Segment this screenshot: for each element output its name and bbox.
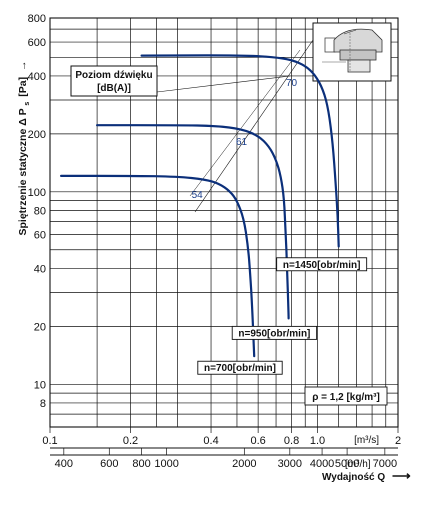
curve-2: [96, 124, 290, 320]
sound-level-leader: [156, 75, 291, 93]
y-tick-label: 40: [34, 263, 46, 275]
y-axis-title-arrow: →: [17, 61, 29, 72]
y-tick-labels: 8 10 20 40 60 80 100 200 400 600 800: [28, 13, 46, 410]
x2-tick-label: 7000: [373, 458, 397, 470]
density-box: ρ = 1,2 [kg/m³]: [304, 386, 388, 406]
x2-tick-label: 4000: [310, 458, 334, 470]
x2-tick-label: 5000: [335, 458, 359, 470]
x-tick-label: 0.8: [284, 435, 299, 447]
db-line-2: [189, 49, 301, 197]
curve-label-box: [197, 360, 283, 375]
x2-tick-label: 400: [55, 458, 73, 470]
plot-border: [49, 17, 399, 428]
x2-tick-label: 600: [100, 458, 118, 470]
y-tick-label: 400: [28, 71, 46, 83]
y-tick-label: 60: [34, 230, 46, 242]
y-tick-label: 10: [34, 379, 46, 391]
x2-tick-label: 2000: [232, 458, 256, 470]
fan-curves: [60, 54, 340, 358]
y-tick-label: 8: [40, 398, 46, 410]
curve-label: n=1450[obr/min]: [283, 260, 361, 271]
x-tick-labels: 0.1 0.2 0.4 0.6 0.8 1.0 2 [m³/s]: [42, 427, 401, 447]
x-unit-label: [m³/s]: [354, 435, 379, 446]
db-labels: 54 61 70: [192, 78, 298, 201]
y-axis-title-unit: [Pa]: [17, 77, 29, 97]
db-label: 70: [286, 78, 298, 89]
fan-drawing-icon: [312, 22, 392, 82]
x2-axis-title-arrow: ⟶: [392, 468, 411, 483]
y-tick-label: 80: [34, 205, 46, 217]
x2-axis-title-text: Wydajność Q: [322, 472, 385, 483]
y-axis-title-text: Spiętrzenie statyczne Δ P: [17, 108, 29, 235]
x-tick-label: 0.4: [203, 435, 218, 447]
db-label: 61: [236, 137, 248, 148]
curve-label: n=950[obr/min]: [238, 328, 310, 339]
curve-label-box: [276, 257, 368, 272]
x2-tick-labels: 400 600 800 1000 2000 3000 4000 5000 7000[m³/h]: [55, 448, 397, 470]
curve-label: n=700[obr/min]: [204, 363, 276, 374]
y-axis-title-sub: s: [24, 102, 31, 106]
x2-tick-label: 3000: [278, 458, 302, 470]
x2-axis-title: Wydajność Q ⟶: [322, 468, 411, 483]
y-tick-label: 800: [28, 13, 46, 25]
x2-tick-label: 800: [132, 458, 150, 470]
y-tick-label: 200: [28, 129, 46, 141]
y-tick-label: 20: [34, 321, 46, 333]
grid: [49, 17, 399, 427]
x2-unit-label: [m³/h]: [345, 459, 371, 470]
y-axis-title: Spiętrzenie statyczne Δ P s [Pa] →: [17, 61, 32, 236]
db-label: 54: [192, 190, 204, 201]
curve-3: [140, 54, 340, 248]
y-tick-label: 600: [28, 37, 46, 49]
sound-level-line-1: Poziom dźwięku: [75, 70, 152, 81]
sound-level-line-2: [dB(A)]: [97, 83, 131, 94]
curve-1: [60, 174, 256, 358]
sound-level-box: Poziom dźwięku [dB(A)]: [70, 65, 291, 97]
x-tick-label: 0.6: [250, 435, 265, 447]
x-tick-label: 1.0: [310, 435, 325, 447]
x-tick-label: 0.1: [42, 435, 57, 447]
curve-labels: n=700[obr/min] n=950[obr/min] n=1450[obr/m…: [197, 257, 368, 375]
density-label: ρ = 1,2 [kg/m³]: [312, 392, 380, 403]
plot-frame: [49, 17, 399, 456]
x2-tick-label: 1000: [154, 458, 178, 470]
x-tick-label: 2: [395, 435, 401, 447]
x-tick-label: 0.2: [123, 435, 138, 447]
y-tick-label: 100: [28, 187, 46, 199]
curve-label-box: [231, 325, 318, 340]
